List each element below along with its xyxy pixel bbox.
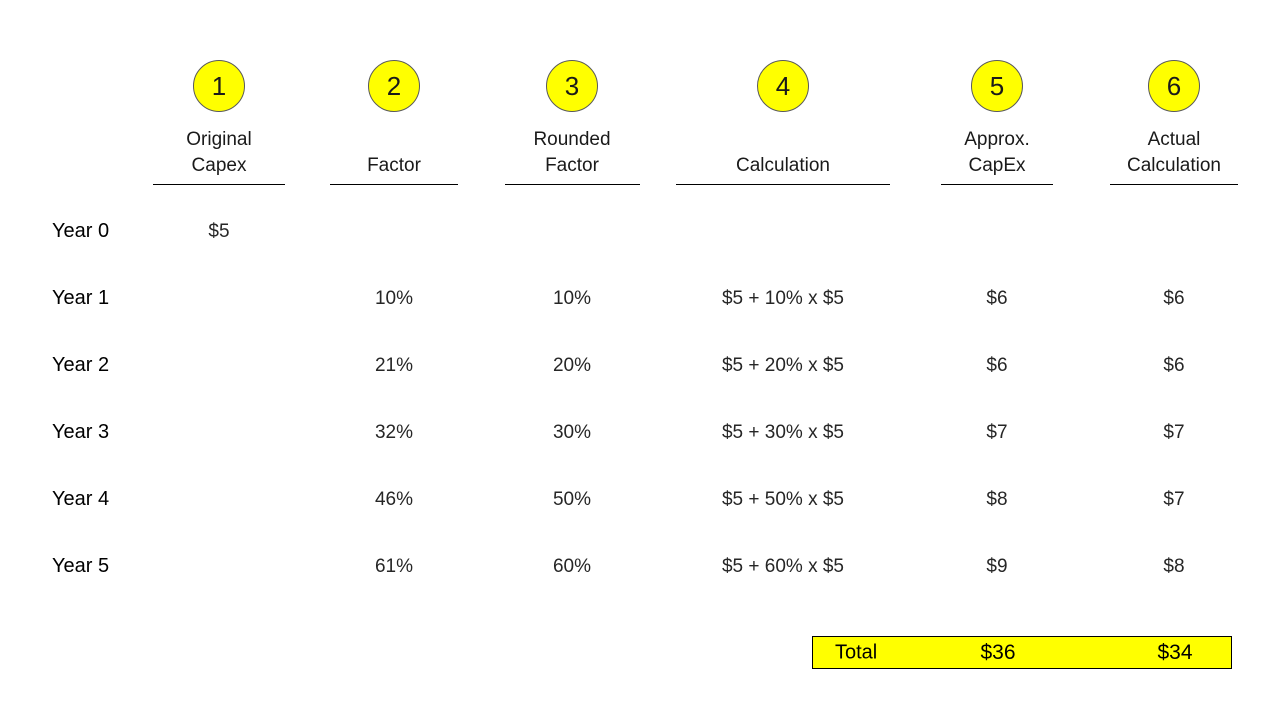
table-cell: 60%	[552, 555, 592, 577]
step-badge-5: 5	[971, 60, 1023, 112]
column-header-approx-capex: 5 Approx. CapEx	[904, 0, 1090, 185]
header-underline	[941, 184, 1053, 185]
table-row: Year 5 61% 60% $5 + 60% x $5 $9 $8	[0, 533, 1280, 600]
total-approx-value: $36	[980, 640, 1016, 664]
table-header: 1 Original Capex 2 Factor 3 Rounded Fact…	[0, 0, 1280, 185]
header-spacer	[0, 0, 132, 185]
header-line-1: Original	[186, 129, 252, 150]
table-cell	[132, 399, 306, 466]
column-header-original-capex: 1 Original Capex	[132, 0, 306, 185]
header-label: Factor	[367, 125, 421, 179]
total-actual-value: $34	[1157, 640, 1193, 664]
step-badge-1: 1	[193, 60, 245, 112]
header-underline	[676, 184, 890, 185]
table-cell	[662, 198, 904, 265]
row-label: Year 4	[52, 488, 110, 510]
table-cell: 61%	[374, 555, 414, 577]
table-cell	[132, 265, 306, 332]
table-cell: 10%	[552, 287, 592, 309]
row-label: Year 0	[52, 220, 110, 242]
table-cell: $6	[986, 287, 1008, 309]
column-header-rounded-factor: 3 Rounded Factor	[482, 0, 662, 185]
table-cell: $6	[1163, 354, 1185, 376]
table-row: Year 1 10% 10% $5 + 10% x $5 $6 $6	[0, 265, 1280, 332]
table-cell: $8	[986, 488, 1008, 510]
header-underline	[330, 184, 458, 185]
table-cell: $5	[208, 220, 230, 242]
table-cell: $9	[986, 555, 1008, 577]
table-cell: $5 + 30% x $5	[721, 421, 844, 443]
table-cell	[132, 533, 306, 600]
row-label: Year 5	[52, 555, 110, 577]
table-cell: 10%	[374, 287, 414, 309]
table-cell: 46%	[374, 488, 414, 510]
table-row: Year 0 $5	[0, 198, 1280, 265]
table-cell	[482, 198, 662, 265]
table-cell: $5 + 60% x $5	[721, 555, 844, 577]
table-cell: 30%	[552, 421, 592, 443]
header-line-2: Capex	[191, 155, 247, 176]
total-label: Total	[835, 641, 878, 663]
table-cell	[1090, 198, 1258, 265]
header-line-2: Factor	[545, 155, 599, 176]
header-label: Rounded Factor	[533, 125, 610, 179]
table-cell	[132, 466, 306, 533]
row-label: Year 1	[52, 287, 110, 309]
header-line-1: Actual	[1147, 129, 1201, 150]
row-label: Year 2	[52, 354, 110, 376]
header-underline	[504, 184, 640, 185]
header-label: Approx. CapEx	[964, 125, 1029, 179]
header-label: Calculation	[736, 125, 830, 179]
table-cell	[904, 198, 1090, 265]
table-cell: $6	[1163, 287, 1185, 309]
header-line-1: Rounded	[533, 129, 611, 150]
header-line-2: CapEx	[968, 155, 1026, 176]
table-cell: $5 + 50% x $5	[721, 488, 844, 510]
table-cell: $5 + 20% x $5	[721, 354, 844, 376]
step-badge-4: 4	[757, 60, 809, 112]
table-cell: $7	[986, 421, 1008, 443]
column-header-calculation: 4 Calculation	[662, 0, 904, 185]
table-cell: 50%	[552, 488, 592, 510]
header-line-1: Approx.	[964, 129, 1030, 150]
table-cell: $6	[986, 354, 1008, 376]
table-cell: $8	[1163, 555, 1185, 577]
step-badge-3: 3	[546, 60, 598, 112]
table-row: Year 2 21% 20% $5 + 20% x $5 $6 $6	[0, 332, 1280, 399]
total-bar: Total $36 $34	[812, 636, 1232, 669]
table-row: Year 3 32% 30% $5 + 30% x $5 $7 $7	[0, 399, 1280, 466]
header-line-2: Calculation	[736, 155, 830, 176]
row-label: Year 3	[52, 421, 110, 443]
table-cell: $5 + 10% x $5	[721, 287, 844, 309]
table-cell: $7	[1163, 488, 1185, 510]
header-label: Original Capex	[186, 125, 251, 179]
header-underline	[153, 184, 285, 185]
column-header-factor: 2 Factor	[306, 0, 482, 185]
header-label: Actual Calculation	[1127, 125, 1221, 179]
header-line-2: Calculation	[1127, 155, 1221, 176]
table-cell: $7	[1163, 421, 1185, 443]
header-underline	[1110, 184, 1238, 185]
table-cell	[306, 198, 482, 265]
step-badge-2: 2	[368, 60, 420, 112]
table-cell: 20%	[552, 354, 592, 376]
column-header-actual-calculation: 6 Actual Calculation	[1090, 0, 1258, 185]
table-row: Year 4 46% 50% $5 + 50% x $5 $8 $7	[0, 466, 1280, 533]
table-cell: 21%	[374, 354, 414, 376]
table-cell: 32%	[374, 421, 414, 443]
header-line-2: Factor	[367, 155, 421, 176]
table-cell	[132, 332, 306, 399]
step-badge-6: 6	[1148, 60, 1200, 112]
